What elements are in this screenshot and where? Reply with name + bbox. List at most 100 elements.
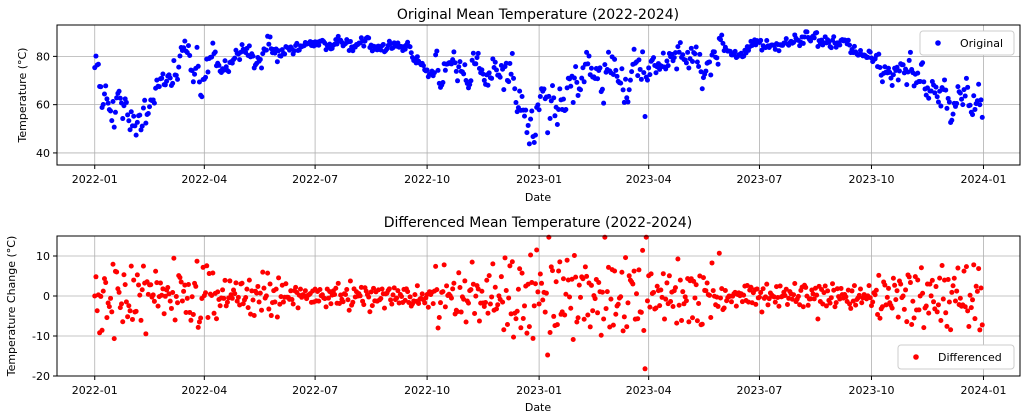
data-point — [486, 273, 492, 279]
data-point — [575, 315, 581, 321]
data-point — [151, 298, 157, 304]
data-point — [545, 352, 551, 358]
data-point — [848, 305, 854, 311]
data-point — [887, 69, 893, 75]
data-point — [966, 323, 972, 329]
data-point — [108, 108, 114, 114]
data-point — [431, 70, 437, 76]
data-point — [260, 269, 266, 275]
data-point — [647, 304, 653, 310]
data-point — [626, 87, 632, 93]
data-point — [156, 84, 162, 90]
data-point — [239, 280, 245, 286]
data-point — [954, 100, 960, 106]
data-point — [571, 75, 577, 81]
data-point — [968, 305, 974, 311]
data-point — [560, 96, 566, 102]
data-point — [707, 59, 713, 65]
data-point — [782, 292, 788, 298]
data-point — [195, 63, 201, 69]
data-point — [715, 61, 721, 67]
data-point — [675, 256, 681, 262]
data-point — [167, 298, 173, 304]
data-point — [456, 270, 462, 276]
data-point — [203, 290, 209, 296]
data-point — [777, 283, 783, 289]
data-point — [128, 263, 134, 269]
data-point — [537, 93, 543, 99]
data-point — [344, 286, 350, 292]
data-point — [509, 259, 515, 265]
data-point — [838, 285, 844, 291]
data-point — [395, 288, 401, 294]
data-point — [575, 92, 581, 98]
data-point — [697, 51, 703, 57]
data-point — [434, 287, 440, 293]
data-point — [551, 313, 557, 319]
data-point — [111, 124, 117, 130]
data-point — [677, 40, 683, 46]
data-point — [884, 294, 890, 300]
data-point — [962, 304, 968, 310]
data-point — [946, 99, 952, 105]
data-point — [405, 289, 411, 295]
data-point — [783, 286, 789, 292]
data-point — [875, 312, 881, 318]
data-point — [237, 57, 243, 63]
data-point — [719, 32, 725, 38]
data-point — [911, 315, 917, 321]
data-point — [877, 65, 883, 71]
data-point — [335, 33, 341, 39]
data-point — [316, 42, 322, 48]
data-point — [653, 305, 659, 311]
data-point — [179, 298, 185, 304]
data-point — [192, 71, 198, 77]
data-point — [317, 287, 323, 293]
data-point — [274, 314, 280, 320]
data-point — [531, 303, 537, 309]
data-point — [567, 294, 573, 300]
data-point — [716, 250, 722, 256]
data-point — [680, 289, 686, 295]
data-point — [235, 294, 241, 300]
data-point — [948, 327, 954, 333]
data-point — [904, 319, 910, 325]
data-point — [929, 277, 935, 283]
data-point — [105, 100, 111, 106]
data-point — [508, 311, 514, 317]
data-point — [688, 45, 694, 51]
data-point — [129, 316, 135, 322]
data-point — [120, 319, 126, 325]
data-point — [221, 67, 227, 73]
data-point — [530, 335, 536, 341]
data-point — [728, 299, 734, 305]
data-point — [972, 106, 978, 112]
data-point — [408, 50, 414, 56]
data-point — [698, 69, 704, 75]
data-point — [921, 325, 927, 331]
data-point — [965, 308, 971, 314]
data-point — [277, 301, 283, 307]
data-point — [590, 308, 596, 314]
data-point — [901, 306, 907, 312]
data-point — [381, 305, 387, 311]
data-point — [641, 70, 647, 76]
data-point — [963, 264, 969, 270]
data-point — [640, 247, 646, 253]
data-point — [961, 268, 967, 274]
data-point — [815, 316, 821, 322]
data-point — [937, 275, 943, 281]
data-point — [222, 277, 228, 283]
data-point — [291, 48, 297, 54]
data-point — [369, 303, 375, 309]
data-point — [546, 93, 552, 99]
data-point — [906, 57, 912, 63]
data-point — [560, 276, 566, 282]
data-point — [159, 75, 165, 81]
data-point — [573, 64, 579, 70]
data-point — [531, 140, 537, 146]
data-point — [894, 64, 900, 70]
data-point — [283, 281, 289, 287]
data-point — [631, 268, 637, 274]
data-point — [709, 260, 715, 266]
